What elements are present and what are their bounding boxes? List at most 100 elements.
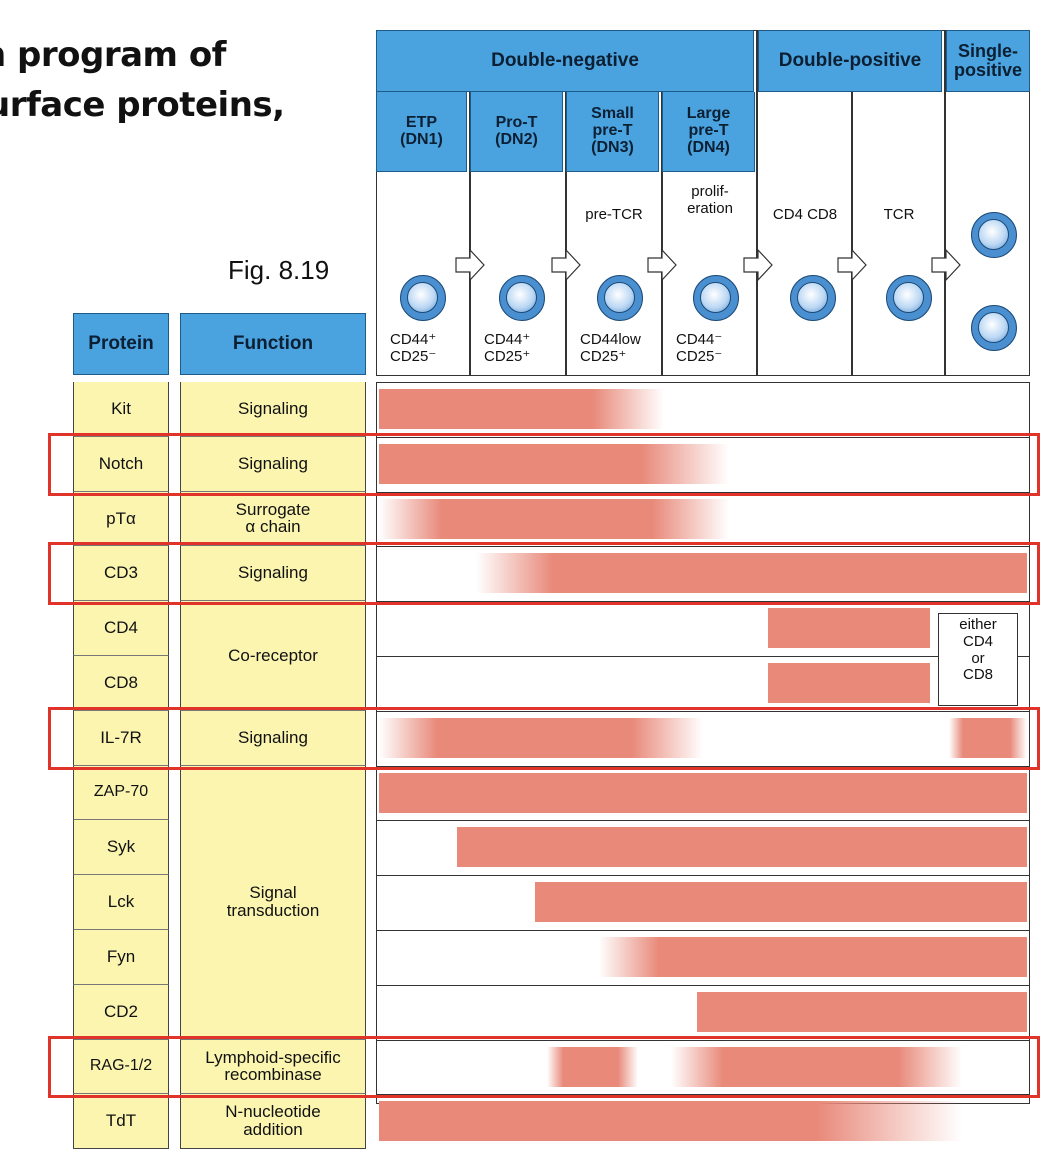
row-divider <box>376 656 1030 657</box>
stage-phenotype: CD44⁻ CD25⁻ <box>676 331 723 366</box>
function-column-header: Function <box>180 313 366 375</box>
thymocyte-cell-icon <box>971 305 1017 351</box>
stage-arrow-icon <box>455 248 485 282</box>
protein-cell: pTα <box>73 491 169 547</box>
phase-header-double-positive: Double-positive <box>758 30 942 92</box>
cell-nucleus-icon <box>978 312 1009 343</box>
row-divider <box>376 710 1030 712</box>
protein-cell: Syk <box>73 820 169 876</box>
function-cell: Lymphoid-specific recombinase <box>180 1039 366 1095</box>
function-cell: Signaling <box>180 546 366 602</box>
row-divider <box>376 765 1030 767</box>
stage-name: Small pre-T (DN3) <box>566 92 659 172</box>
protein-cell: CD4 <box>73 601 169 656</box>
function-label: Signaling <box>238 453 308 473</box>
stage-arrow-icon <box>647 248 677 282</box>
either-cd4-or-cd8-note: either CD4 or CD8 <box>938 613 1018 706</box>
cell-nucleus-icon <box>604 282 635 313</box>
function-cell: N-nucleotide addition <box>180 1094 366 1150</box>
protein-cell: TdT <box>73 1094 169 1150</box>
cell-nucleus-icon <box>506 282 537 313</box>
expression-bar <box>379 1101 963 1142</box>
expression-bar <box>599 937 1027 977</box>
expression-bar <box>379 717 703 758</box>
protein-name: IL-7R <box>100 727 142 747</box>
protein-name: TdT <box>105 1111 137 1131</box>
thymocyte-cell-icon <box>971 212 1017 258</box>
stage-divider <box>661 92 663 376</box>
function-cell: Signal transduction <box>180 765 366 1040</box>
protein-name: pTα <box>106 508 136 528</box>
phase-header-double-negative: Double-negative <box>376 30 754 92</box>
stage-phenotype: CD44⁺ CD25⁻ <box>390 331 437 366</box>
function-cell: Signaling <box>180 382 366 437</box>
stage-name: ETP (DN1) <box>376 92 467 172</box>
thymocyte-cell-icon <box>693 275 739 321</box>
protein-cell: Kit <box>73 382 169 437</box>
stage-arrow-icon <box>743 248 773 282</box>
stage-phenotype: CD44low CD25⁺ <box>580 331 641 366</box>
phase-divider <box>756 30 758 376</box>
function-cell: Co-receptor <box>180 601 366 711</box>
function-label: N-nucleotide addition <box>225 1102 321 1140</box>
protein-cell: RAG-1/2 <box>73 1039 169 1095</box>
stage-arrow-icon <box>931 248 961 282</box>
expression-bar <box>476 553 1027 594</box>
expression-bar <box>379 772 1027 813</box>
phase-divider <box>944 30 946 376</box>
stage-arrows <box>455 248 961 282</box>
highlight-box <box>48 432 1040 496</box>
expression-bar <box>547 1046 639 1087</box>
protein-name: CD3 <box>103 563 138 583</box>
protein-name: CD8 <box>103 672 138 692</box>
thymocyte-cell-icon <box>499 275 545 321</box>
function-label: Signal transduction <box>226 883 320 921</box>
cell-nucleus-icon <box>407 282 438 313</box>
expression-bar <box>949 717 1027 758</box>
function-cell: Signaling <box>180 710 366 766</box>
protein-name: Kit <box>111 398 131 418</box>
function-label: Signaling <box>238 398 308 418</box>
highlight-box <box>48 542 1040 606</box>
row-divider <box>376 1039 1030 1041</box>
thymocyte-cell-icon <box>400 275 446 321</box>
row-divider <box>376 1094 1030 1096</box>
row-divider <box>376 491 1030 493</box>
expression-bar <box>379 443 729 484</box>
heading-line-2: urface proteins, <box>0 85 285 125</box>
stage-divider <box>565 92 567 376</box>
thymocyte-cell-icon <box>597 275 643 321</box>
protein-name: Fyn <box>106 946 136 966</box>
protein-cell: Notch <box>73 436 169 492</box>
protein-name: Lck <box>107 892 135 912</box>
protein-cell: CD2 <box>73 984 169 1040</box>
protein-name: CD4 <box>103 618 138 638</box>
row-divider <box>376 930 1030 931</box>
cell-nucleus-icon <box>893 282 924 313</box>
stage-divider <box>469 92 471 376</box>
cell-nucleus-icon <box>700 282 731 313</box>
stage-marker: prolif- eration <box>687 183 733 217</box>
stage-phenotype: CD44⁺ CD25⁺ <box>484 331 531 366</box>
heading-line-1: n program of <box>0 35 226 75</box>
row-divider <box>376 820 1030 822</box>
expression-bar <box>379 389 665 429</box>
function-label: Lymphoid-specific recombinase <box>205 1047 341 1085</box>
row-divider <box>376 984 1030 986</box>
protein-name: RAG-1/2 <box>89 1057 153 1075</box>
expression-bar <box>767 608 930 649</box>
stage-marker: pre-TCR <box>585 206 643 223</box>
highlight-box <box>48 706 1040 770</box>
row-divider <box>376 546 1030 548</box>
highlight-box <box>48 1035 1040 1099</box>
expression-bar <box>767 663 930 703</box>
protein-cell: IL-7R <box>73 710 169 766</box>
expression-bar <box>534 882 1027 923</box>
function-cell: Signaling <box>180 436 366 492</box>
function-label: Co-receptor <box>228 645 318 665</box>
function-label: Surrogate α chain <box>235 499 311 537</box>
phase-header-single-positive: Single- positive <box>946 30 1030 92</box>
protein-column-header: Protein <box>73 313 169 375</box>
figure-label: Fig. 8.19 <box>228 255 330 285</box>
protein-name: ZAP-70 <box>93 783 149 801</box>
